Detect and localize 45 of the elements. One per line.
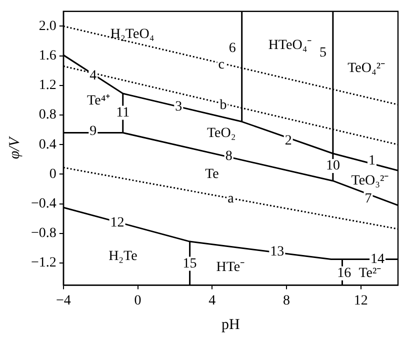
annotation: 8	[225, 149, 232, 164]
y-tick-label: −0.8	[30, 226, 56, 242]
annotation: 14	[370, 252, 385, 267]
annotation: 12	[110, 216, 124, 231]
y-tick-label: 2.0	[38, 18, 56, 34]
x-tick-label: 12	[354, 293, 368, 308]
y-tick-label: 0.8	[38, 108, 56, 123]
x-tick-label: 0	[134, 293, 142, 308]
annotation: 1	[368, 154, 376, 169]
annotation: 2	[284, 134, 292, 149]
annotation: Te⁴⁺	[87, 94, 111, 109]
annotation: Te	[205, 166, 219, 182]
annotation: TeO₂	[206, 126, 236, 142]
x-axis-title: pH	[222, 316, 240, 333]
annotation: HTeO₄⁻	[268, 38, 312, 54]
annotation: 15	[182, 256, 197, 272]
annotation: 3	[175, 100, 182, 115]
annotation: 10	[326, 158, 340, 174]
annotation: HTe⁻	[216, 260, 246, 276]
x-tick-label: 4	[208, 293, 216, 308]
y-tick-label: −0.4	[30, 196, 56, 212]
y-axis-title: φ/V	[6, 136, 23, 160]
annotation: 9	[90, 124, 97, 139]
y-tick-label: 1.6	[38, 48, 56, 64]
annotation: a	[228, 191, 235, 206]
y-tick-label: 0	[49, 166, 56, 182]
annotation: Te²⁻	[358, 266, 382, 282]
annotation: 5	[320, 45, 327, 60]
y-tick-label: −1.2	[30, 256, 56, 271]
annotation: TeO₄²⁻	[348, 61, 386, 76]
y-tick-label: 1.2	[38, 78, 56, 94]
annotation: 16	[337, 266, 352, 282]
annotation: H₂TeO₄	[110, 27, 154, 42]
annotation: b	[220, 98, 227, 114]
y-tick-label: 0.4	[38, 137, 56, 152]
annotation: c	[218, 57, 225, 72]
annotation: 4	[90, 68, 97, 84]
annotation: 11	[116, 105, 130, 120]
annotation: 13	[270, 244, 284, 260]
x-tick-label: −4	[56, 293, 71, 308]
annotation: TeO₃²⁻	[351, 174, 390, 189]
annotation: 7	[364, 191, 372, 206]
annotation: H₂Te	[108, 249, 138, 264]
annotation: 6	[228, 41, 236, 56]
x-tick-label: 8	[282, 293, 290, 308]
